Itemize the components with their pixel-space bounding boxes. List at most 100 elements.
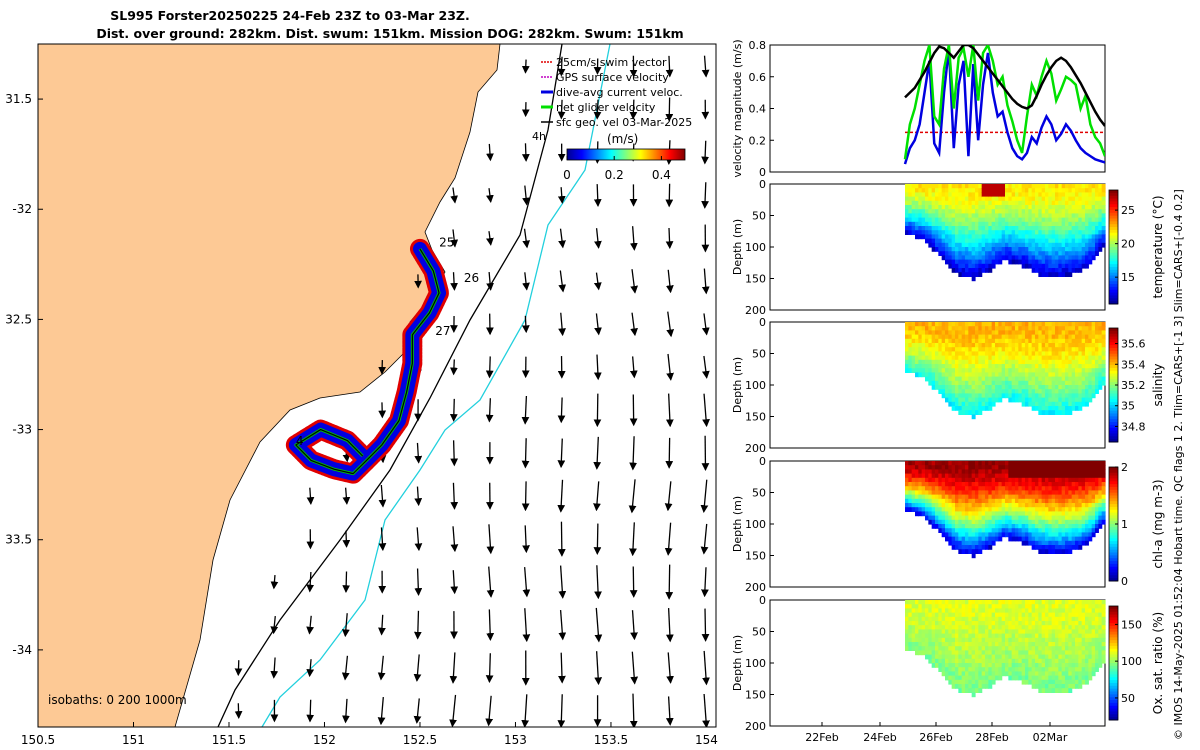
temperature-colorbar-seg [1109, 238, 1118, 242]
oxygen-cell [971, 625, 976, 630]
salinity-cell [951, 389, 956, 394]
temperature-cell [938, 213, 943, 219]
oxygen-cell [991, 629, 996, 635]
chla-cell [988, 519, 993, 525]
chla-cell [1098, 461, 1103, 466]
oxygen-cell [1071, 671, 1076, 677]
chla-cell [981, 498, 986, 504]
temperature-cell [955, 263, 959, 269]
chla-cell [1085, 465, 1089, 470]
chla-field [905, 461, 1106, 559]
temperature-cell [1011, 200, 1016, 206]
chla-cell [948, 490, 953, 496]
chla-cell [948, 473, 953, 479]
velocity-arrow-32 [629, 226, 638, 251]
chla-cell [1058, 528, 1063, 533]
chla-cell [985, 540, 989, 546]
temperature-cell [1021, 209, 1026, 214]
salinity-cell [1051, 376, 1056, 382]
oxygen-cell [991, 671, 996, 677]
temperature-cell [1058, 184, 1063, 189]
oxygen-cell [991, 621, 996, 626]
oxygen-cell [961, 679, 966, 685]
temperature-cell [1031, 230, 1036, 235]
oxygen-cell [1071, 650, 1076, 656]
chla-cell [1075, 515, 1079, 521]
oxygen-cell [945, 658, 949, 664]
temperature-cell [961, 188, 966, 193]
oxygen-cell [1045, 625, 1049, 630]
salinity-cell [1011, 372, 1016, 378]
oxygen-cell [1021, 637, 1026, 643]
temperature-cell [945, 213, 949, 219]
oxygen-cell [1078, 600, 1083, 605]
chla-cell [905, 507, 909, 512]
salinity-cell [975, 410, 979, 415]
temperature-cell [1041, 259, 1046, 265]
temperature-cell [985, 184, 989, 189]
temperature-cell [931, 226, 936, 231]
salinity-cell [981, 368, 986, 373]
temperature-cell [1065, 230, 1069, 235]
salinity-cell [1085, 330, 1089, 336]
temperature-cell [1098, 238, 1103, 244]
chla-cell [935, 498, 939, 504]
salinity-cell [998, 368, 1003, 373]
oxygen-cell [965, 612, 969, 618]
salinity-cell [961, 380, 966, 386]
chla-cell [1028, 494, 1033, 500]
temperature-cell [1085, 259, 1089, 265]
oxygen-cell [1045, 604, 1049, 609]
chla-cell [1051, 511, 1056, 517]
chla-cell [961, 515, 966, 521]
chla-cell [961, 536, 966, 542]
salinity-cell [1025, 338, 1029, 344]
temperature-cell [1081, 184, 1086, 189]
temperature-cell [908, 226, 913, 231]
oxygen-cell [935, 650, 939, 656]
salinity-cell [975, 343, 979, 348]
temperature-cell [951, 263, 956, 269]
temperature-cell [1008, 205, 1013, 210]
oxygen-cell [1078, 671, 1083, 677]
temperature-cell [935, 213, 939, 219]
chla-cell [1098, 503, 1103, 508]
chla-cell [1001, 524, 1006, 529]
chla-cell [1035, 528, 1039, 533]
salinity-cell [1058, 376, 1063, 382]
temperature-cell [951, 259, 956, 265]
chla-cell [1078, 511, 1083, 517]
salinity-cell [1055, 389, 1059, 394]
temperature-cell [1031, 205, 1036, 210]
temperature-cell [1071, 234, 1076, 240]
temperature-cell [1018, 192, 1023, 198]
salinity-cell [1081, 326, 1086, 331]
temperature-cell [1101, 234, 1106, 240]
oxygen-cell [1035, 633, 1039, 639]
temperature-cell [1058, 196, 1063, 202]
oxygen-cell [1001, 608, 1006, 614]
salinity-cell [938, 368, 943, 373]
salinity-cell [978, 359, 983, 365]
oxygen-cell [1065, 637, 1069, 643]
salinity-cell [961, 389, 966, 394]
salinity-cell [931, 343, 936, 348]
salinity-cell [991, 330, 996, 336]
salinity-cell [908, 334, 913, 340]
salinity-cell [975, 393, 979, 399]
salinity-cell [955, 397, 959, 403]
temperature-cell [938, 242, 943, 248]
temperature-cell [1041, 188, 1046, 193]
chla-cell [1075, 532, 1079, 538]
salinity-cell [1061, 397, 1066, 403]
salinity-cell [1028, 343, 1033, 348]
temperature-cell [998, 221, 1003, 227]
salinity-cell [968, 368, 973, 373]
temperature-cell [1061, 192, 1066, 198]
temperature-colorbar-seg [1109, 284, 1118, 288]
oxygen-cell [975, 600, 979, 605]
chla-cell [985, 494, 989, 500]
salinity-cell [1035, 347, 1039, 352]
chla-cell [1048, 515, 1053, 521]
salinity-cell [1088, 380, 1093, 386]
